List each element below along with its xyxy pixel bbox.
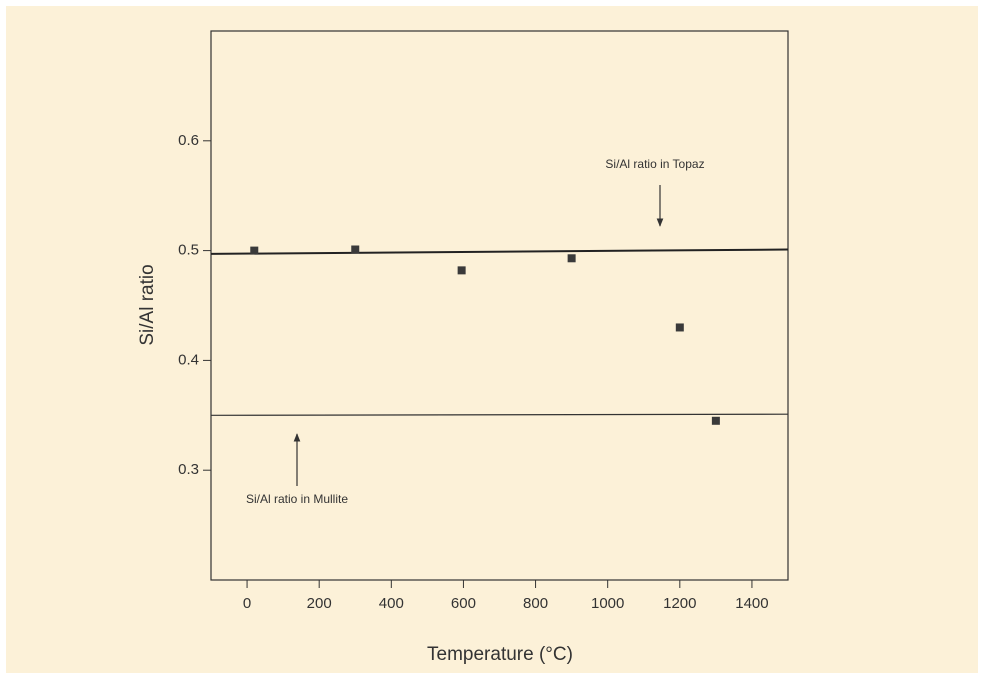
reference-line xyxy=(210,413,789,416)
data-point xyxy=(351,245,360,254)
y-tick-label: 0.3 xyxy=(178,461,199,478)
plot-frame xyxy=(210,30,789,581)
x-tick-label: 600 xyxy=(451,595,476,612)
y-tick-label: 0.6 xyxy=(178,132,199,149)
data-point xyxy=(675,323,684,332)
annotation: Si/Al ratio in Mullite xyxy=(246,492,348,506)
y-axis-label: Si/Al ratio xyxy=(137,264,158,345)
data-point xyxy=(457,266,466,275)
data-point xyxy=(250,246,259,255)
x-tick-label: 1400 xyxy=(735,595,768,612)
x-tick-label: 0 xyxy=(243,595,251,612)
x-tick-label: 400 xyxy=(379,595,404,612)
reference-line xyxy=(210,248,789,255)
x-tick-label: 1200 xyxy=(663,595,696,612)
data-point xyxy=(711,416,720,425)
y-tick-label: 0.4 xyxy=(178,351,199,368)
annotation: Si/Al ratio in Topaz xyxy=(605,157,704,171)
y-tick-label: 0.5 xyxy=(178,242,199,259)
data-point xyxy=(567,254,576,263)
x-tick-label: 1000 xyxy=(591,595,624,612)
x-tick-label: 200 xyxy=(307,595,332,612)
x-tick-label: 800 xyxy=(523,595,548,612)
background xyxy=(6,6,978,673)
x-axis-label: Temperature (°C) xyxy=(427,644,573,665)
